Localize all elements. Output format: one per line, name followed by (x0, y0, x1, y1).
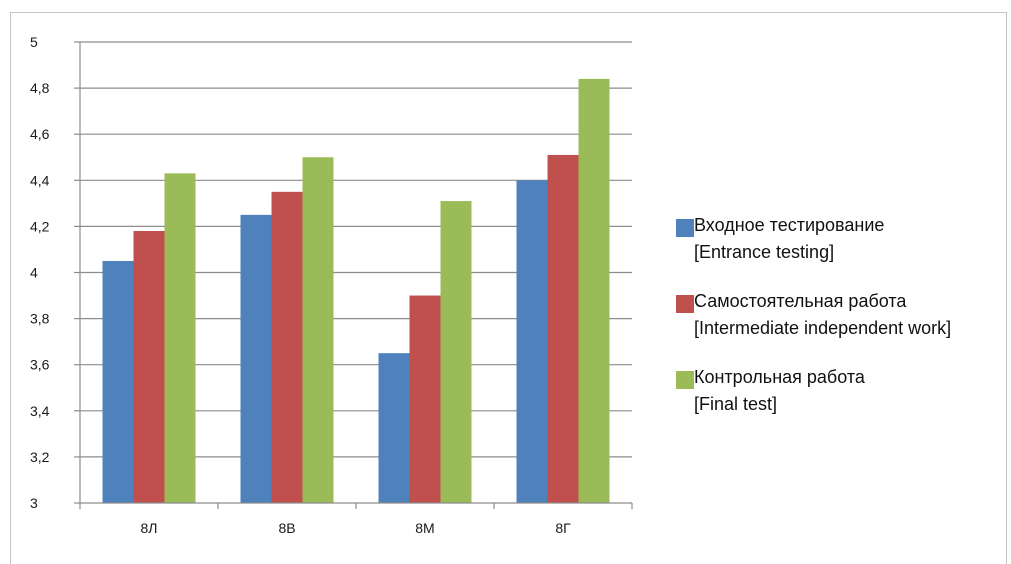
bar (133, 231, 165, 503)
bar (240, 214, 272, 503)
legend-label-independent-work: Самостоятельная работа (694, 291, 907, 311)
legend-item-independent-work: Самостоятельная работа [Intermediate ind… (676, 288, 1006, 342)
legend-item-final-test: Контрольная работа [Final test] (676, 364, 1006, 418)
y-tick-label: 3,4 (30, 403, 50, 419)
bar (578, 78, 610, 503)
y-tick-label: 4 (30, 265, 38, 281)
bar (164, 173, 196, 503)
legend-label-entrance-testing-en: [Entrance testing] (694, 242, 835, 262)
legend-label-independent-work-en: [Intermediate independent work] (694, 318, 952, 338)
y-tick-label: 4,2 (30, 218, 50, 234)
legend-label-entrance-testing: Входное тестирование (694, 215, 885, 235)
legend-swatch-entrance-testing (676, 219, 694, 237)
y-axis-tick-labels: 3 3,2 3,4 3,6 3,8 4 4,2 4,4 4,6 4,8 5 (30, 34, 50, 511)
chart-frame (10, 12, 1007, 564)
y-tick-label: 4,4 (30, 172, 50, 188)
bar-series (102, 78, 610, 504)
x-axis-tick-labels: 8Л 8В 8М 8Г (141, 520, 572, 536)
chart-axes (74, 41, 633, 509)
legend-label-final-test-en: [Final test] (694, 394, 778, 414)
bar (547, 154, 579, 503)
legend-swatch-final-test (676, 371, 694, 389)
bar (271, 191, 303, 503)
x-tick-label: 8Л (141, 520, 158, 536)
y-tick-label: 4,8 (30, 80, 50, 96)
y-tick-label: 4,6 (30, 126, 50, 142)
bar (378, 353, 410, 503)
y-tick-label: 3 (30, 495, 38, 511)
x-tick-label: 8Г (555, 520, 571, 536)
x-tick-label: 8В (278, 520, 295, 536)
y-tick-label: 3,6 (30, 357, 50, 373)
legend-swatch-independent-work (676, 295, 694, 313)
bar (516, 180, 548, 504)
y-tick-label: 3,8 (30, 311, 50, 327)
chart-legend: Входное тестирование [Entrance testing] … (676, 212, 1006, 440)
bar (409, 295, 441, 503)
y-tick-label: 5 (30, 34, 38, 50)
x-tick-label: 8М (415, 520, 434, 536)
y-tick-label: 3,2 (30, 449, 50, 465)
legend-item-entrance-testing: Входное тестирование [Entrance testing] (676, 212, 1006, 266)
legend-label-final-test: Контрольная работа (694, 367, 865, 387)
bar (102, 260, 134, 503)
bar (302, 157, 334, 503)
bar (440, 201, 472, 504)
